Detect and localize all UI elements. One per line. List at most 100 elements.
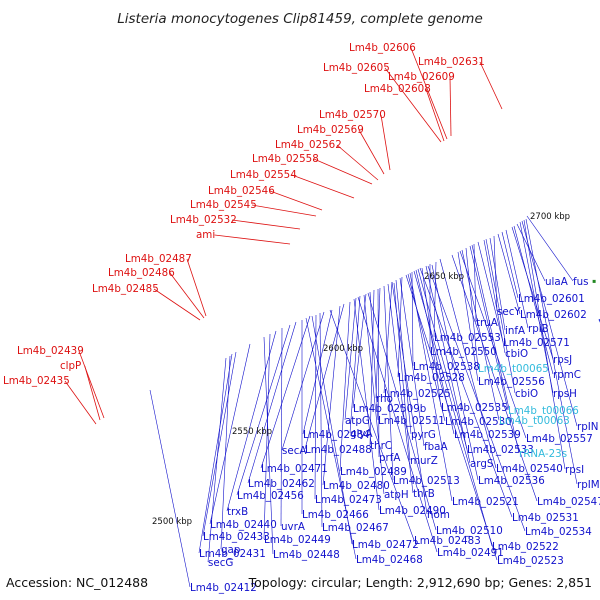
- blue-gene-label: Lm4b_02471: [261, 463, 328, 475]
- blue-leader-line: [387, 283, 414, 494]
- blue-gene-label: rho: [376, 393, 393, 405]
- blue-leader-line: [383, 281, 393, 394]
- blue-leader-line: [383, 285, 394, 481]
- blue-leader-line: [247, 321, 297, 484]
- red-gene-label: Lm4b_02435: [3, 375, 70, 387]
- red-gene-label: ami: [196, 229, 215, 241]
- blue-gene-label: Lm4b_t00065: [478, 363, 549, 375]
- blue-gene-label: Lm4b_02553: [434, 332, 501, 344]
- blue-gene-label: murZ: [410, 455, 438, 467]
- blue-gene-label: ulaA: [545, 276, 568, 288]
- blue-gene-label: Lm4b_02525: [384, 388, 451, 400]
- blue-leader-line: [263, 333, 271, 540]
- red-leader-line: [449, 76, 452, 137]
- red-leader-line: [64, 380, 97, 425]
- red-gene-label: Lm4b_02608: [364, 83, 431, 95]
- scale-tick-labels: 2500 kbp 2550 kbp 2600 kbp 2650 kbp 2700 kbp: [152, 212, 570, 527]
- red-leader-line: [269, 190, 323, 211]
- blue-leader-line: [352, 293, 367, 409]
- blue-gene-label: Lm4b_02601: [518, 293, 585, 305]
- blue-gene-label: Lm4b_02539: [454, 429, 521, 441]
- red-gene-label: Lm4b_02605: [323, 62, 390, 74]
- blue-gene-label: secG: [208, 557, 233, 569]
- red-gene-label: Lm4b_02570: [319, 109, 386, 121]
- blue-gene-label: Lm4b_02536: [478, 475, 545, 487]
- blue-leader-line: [407, 273, 446, 422]
- blue-gene-label: secA: [282, 445, 306, 457]
- blue-gene-label: Lm4b_t00063: [499, 415, 570, 427]
- blue-gene-label: Lm4b_02533: [467, 444, 534, 456]
- red-leader-line: [169, 272, 205, 319]
- blue-gene-label: fus: [573, 276, 589, 288]
- red-leader-line: [425, 88, 445, 142]
- blue-gene-label: glyA: [350, 428, 373, 440]
- blue-leader-line: [226, 330, 277, 512]
- red-leader-line: [313, 158, 373, 185]
- blue-gene-label: hom: [427, 509, 450, 521]
- red-gene-label: clpP: [60, 360, 81, 372]
- red-leader-line: [186, 258, 207, 317]
- blue-leader-line: [329, 309, 415, 541]
- blue-leader-line: [399, 277, 425, 447]
- blue-leader-line: [304, 303, 345, 450]
- blue-leader-line: [415, 269, 455, 435]
- blue-gene-label: Lm4b_02466: [302, 509, 369, 521]
- blue-gene-label: Lm4b_02523: [497, 555, 564, 567]
- blue-leader-line: [526, 215, 574, 282]
- blue-leader-line: [525, 218, 578, 485]
- red-leader-line: [384, 67, 442, 143]
- blue-leader-line: [207, 357, 227, 563]
- blue-leader-line: [413, 270, 493, 547]
- blue-gene-label: rpIN: [577, 421, 599, 433]
- blue-gene-label: pyrG: [411, 429, 436, 441]
- blue-leader-line: [411, 271, 414, 367]
- blue-leader-line: [405, 274, 498, 561]
- blue-leader-line: [339, 301, 351, 472]
- blue-gene-label: Lm4b_02522: [492, 541, 559, 553]
- blue-leader-lines: [149, 215, 578, 588]
- blue-gene-label: cbiO: [505, 348, 528, 360]
- blue-gene-label: Lm4b_02480: [323, 480, 390, 492]
- blue-leader-line: [149, 389, 191, 588]
- scale-tick-label: 2650 kbp: [424, 272, 464, 282]
- red-gene-label: Lm4b_02554: [230, 169, 297, 181]
- blue-leader-line: [473, 243, 477, 323]
- red-leader-line: [291, 174, 355, 199]
- red-leader-line: [336, 144, 379, 181]
- blue-leader-line: [477, 241, 504, 343]
- blue-gene-label: Lm4b_02449: [264, 534, 331, 546]
- blue-leader-line: [280, 327, 283, 527]
- blue-leader-line: [263, 336, 274, 555]
- blue-leader-line: [485, 238, 516, 394]
- blue-gene-label: Lm4b_02557: [526, 433, 593, 445]
- blue-leader-line: [363, 294, 385, 495]
- blue-gene-label: Lm4b_02468: [356, 554, 423, 566]
- blue-leader-line: [483, 239, 506, 354]
- blue-gene-label: atpH: [384, 489, 409, 501]
- red-leader-line: [358, 129, 385, 175]
- red-gene-label: Lm4b_02485: [92, 283, 159, 295]
- red-gene-label: Lm4b_02439: [17, 345, 84, 357]
- blue-gene-label: prfA: [379, 452, 400, 464]
- blue-leader-line: [319, 312, 323, 528]
- blue-gene-label: Lm4b_02513: [393, 475, 460, 487]
- blue-gene-label: rpsI: [565, 464, 584, 476]
- blue-gene-label: Lm4b_02521: [452, 496, 519, 508]
- red-leader-line: [410, 47, 448, 140]
- blue-leader-line: [202, 351, 237, 537]
- blue-gene-label: Lm4b_02540: [496, 463, 563, 475]
- blue-gene-label: truA: [476, 317, 498, 329]
- blue-gene-label: rRNA-23s: [519, 448, 567, 460]
- blue-gene-label: Lm4b_02490: [379, 505, 446, 517]
- red-leader-line: [214, 234, 291, 245]
- blue-leader-line: [425, 265, 471, 464]
- blue-leader-line: [516, 223, 546, 282]
- blue-gene-label: Lm4b_02509b: [353, 403, 426, 415]
- blue-leader-line: [369, 291, 379, 421]
- blue-leader-line: [469, 245, 509, 411]
- blue-gene-label: Lm4b_02412: [190, 582, 257, 594]
- blue-gene-label: Lm4b_02433: [203, 531, 270, 543]
- blue-leader-line: [511, 226, 554, 360]
- blue-gene-label: Lm4b_02483: [414, 535, 481, 547]
